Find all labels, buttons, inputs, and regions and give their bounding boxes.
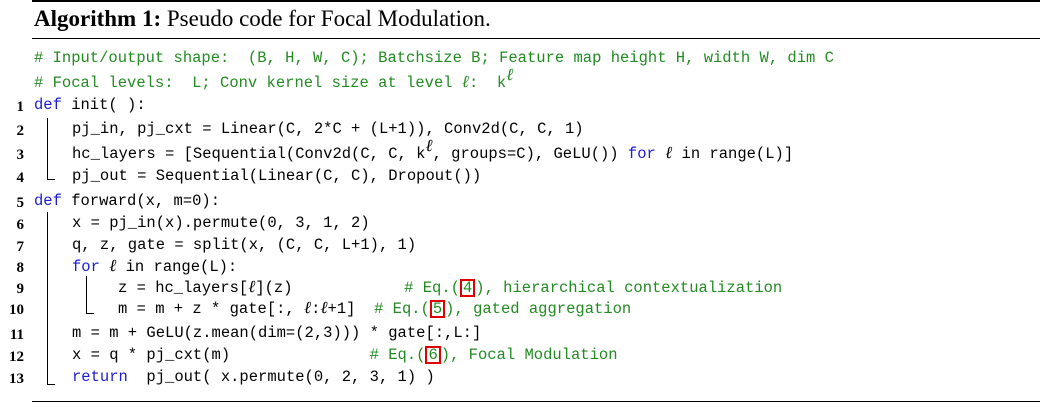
line-number: 10 [9, 302, 24, 318]
code-line-6: x = pj_in(x).permute(0, 3, 1, 2) [72, 214, 370, 232]
line-number: 3 [16, 147, 25, 163]
code-line-7: q, z, gate = split(x, (C, C, L+1), 1) [72, 236, 417, 254]
ell-symbol: ℓ [248, 277, 256, 296]
line-number: 12 [9, 349, 24, 365]
ell-symbol: ℓ [506, 65, 514, 84]
equation-ref-4[interactable]: 4 [459, 279, 476, 297]
for-block-foot [86, 313, 94, 315]
line-number: 2 [16, 123, 25, 139]
equation-ref-6[interactable]: 6 [425, 346, 441, 364]
ell-symbol: ℓ [665, 143, 673, 162]
comment: ), hierarchical contextualization [475, 279, 783, 297]
code-text: in range(L)] [672, 145, 794, 163]
ell-symbol: ℓ [461, 72, 469, 91]
code-line-3: hc_layers = [Sequential(Conv2d(C, C, kℓ,… [72, 137, 794, 163]
line-number: 11 [9, 327, 24, 343]
comment: # Eq.( [374, 300, 430, 318]
keyword: def [34, 96, 62, 114]
code-line-1: def init( ): [34, 96, 146, 114]
comment-2-text: # Focal levels: L; Conv kernel size at l… [34, 74, 462, 92]
keyword: for [72, 258, 100, 276]
for-block-bar [86, 276, 88, 314]
comment-line-1: # Input/output shape: (B, H, W, C); Batc… [34, 49, 834, 67]
code-text: init( ): [61, 96, 146, 114]
algorithm-label: Algorithm 1: [34, 6, 162, 31]
comment-2-text-b: : k [468, 74, 507, 92]
line-number: 13 [9, 371, 24, 387]
code-text: pj_out( x.permute(0, 2, 3, 1) ) [127, 368, 435, 386]
algorithm-caption: Algorithm 1: Pseudo code for Focal Modul… [34, 6, 491, 32]
line-number: 9 [16, 281, 25, 297]
init-block-bar [47, 118, 49, 180]
ell-symbol: ℓ [425, 136, 433, 155]
comment-line-2: # Focal levels: L; Conv kernel size at l… [34, 66, 513, 92]
forward-block-foot [47, 384, 55, 386]
ell-symbol: ℓ [109, 256, 117, 275]
line-number: 4 [16, 170, 25, 186]
bottom-rule [32, 401, 1040, 403]
line-number: 1 [16, 99, 25, 115]
comment: ), Focal Modulation [440, 346, 618, 364]
keyword: for [627, 145, 656, 163]
equation-ref-5[interactable]: 5 [429, 300, 446, 318]
algorithm-title: Pseudo code for Focal Modulation. [161, 6, 491, 31]
code-line-11: m = m + GeLU(z.mean(dim=(2,3))) * gate[:… [72, 324, 482, 342]
code-text: : [311, 300, 321, 318]
code-text: m = m + z * gate[:, [118, 300, 305, 318]
code-line-2: pj_in, pj_cxt = Linear(C, 2*C + (L+1)), … [72, 120, 584, 138]
code-line-10: m = m + z * gate[:, ℓ:ℓ+1] # Eq.(5), gat… [118, 299, 631, 318]
line-number: 6 [16, 217, 25, 233]
code-text: forward(x, m=0): [61, 192, 221, 210]
code-line-4: pj_out = Sequential(Linear(C, C), Dropou… [72, 167, 482, 185]
code-line-12: x = q * pj_cxt(m) # Eq.(6), Focal Modula… [72, 346, 618, 364]
comment: ), gated aggregation [445, 300, 632, 318]
ell-symbol: ℓ [304, 298, 312, 317]
code-line-13: return pj_out( x.permute(0, 2, 3, 1) ) [72, 368, 435, 386]
ell-symbol: ℓ [320, 298, 328, 317]
keyword: return [72, 368, 128, 386]
keyword: def [34, 192, 62, 210]
code-text: ](z) [255, 279, 405, 297]
code-text: +1] [327, 300, 375, 318]
code-text: hc_layers = [Sequential(Conv2d(C, C, k [72, 145, 426, 163]
code-line-8: for ℓ in range(L): [72, 256, 238, 277]
top-rule [32, 0, 1040, 2]
line-number: 8 [16, 260, 25, 276]
code-line-5: def forward(x, m=0): [34, 192, 220, 210]
caption-rule [32, 38, 1040, 40]
line-number: 7 [16, 239, 25, 255]
comment: # Eq.( [404, 279, 460, 297]
code-text: in range(L): [116, 258, 238, 276]
code-text: , groups=C), GeLU()) [432, 145, 628, 163]
code-text: z = hc_layers[ [118, 279, 249, 297]
comment: # Eq.( [369, 346, 426, 364]
line-number: 5 [16, 195, 25, 211]
init-block-foot [47, 179, 55, 181]
forward-block-bar [47, 212, 49, 385]
code-line-9: z = hc_layers[ℓ](z) # Eq.(4), hierarchic… [118, 278, 782, 297]
code-text: x = q * pj_cxt(m) [72, 346, 370, 364]
